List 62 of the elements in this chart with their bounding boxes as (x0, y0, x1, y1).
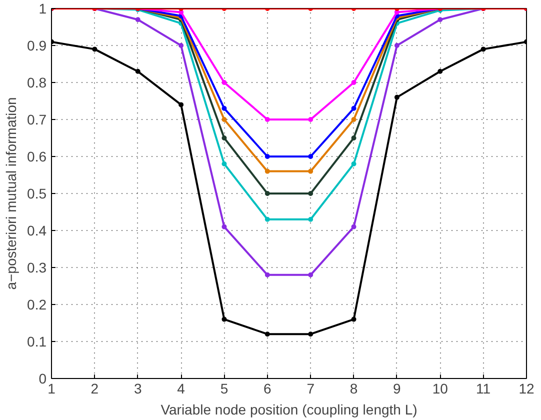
point (351, 224, 356, 230)
y-tick-label: 0.8 (27, 74, 47, 90)
y-tick-label: 0 (38, 370, 47, 386)
x-tick-label: 5 (220, 380, 228, 396)
point (480, 46, 486, 52)
point (92, 46, 98, 52)
y-tick-label: 0.7 (27, 112, 47, 128)
x-tick-label: 6 (264, 380, 272, 396)
x-axis-title: Variable node position (coupling length L) (160, 402, 418, 418)
x-tick-label: 8 (350, 380, 358, 396)
x-tick-label: 3 (134, 380, 142, 396)
point (308, 154, 314, 159)
point (308, 216, 314, 222)
point (394, 43, 400, 48)
y-tick-label: 0.5 (27, 186, 47, 202)
point (308, 272, 314, 278)
point (135, 68, 140, 74)
point (351, 117, 356, 122)
point (264, 272, 270, 278)
point (264, 117, 270, 122)
point (308, 117, 314, 122)
y-tick-label: 0.1 (27, 334, 47, 350)
point (351, 106, 356, 111)
y-tick-label: 0.3 (27, 260, 47, 276)
x-tick-label: 10 (432, 380, 448, 396)
y-tick-label: 0.2 (27, 296, 47, 312)
point (351, 316, 356, 322)
point (222, 224, 227, 230)
y-tick-label: 0.4 (27, 222, 47, 238)
point (222, 106, 227, 111)
x-tick-label: 11 (476, 380, 491, 396)
point (222, 316, 227, 322)
point (351, 161, 356, 166)
point (308, 332, 314, 337)
point (264, 154, 270, 159)
point (308, 168, 314, 174)
x-tick-label: 4 (177, 380, 186, 396)
x-tick-label: 2 (90, 380, 99, 396)
y-tick-label: 1 (38, 0, 47, 16)
point (438, 68, 443, 74)
point (264, 168, 270, 174)
point (222, 80, 227, 85)
point (264, 191, 270, 196)
point (308, 191, 314, 196)
point (264, 216, 270, 222)
y-tick-label: 0.6 (27, 148, 47, 164)
y-tick-label: 0.9 (27, 38, 47, 54)
x-tick-label: 7 (306, 380, 315, 396)
x-tick-label: 9 (393, 380, 402, 396)
y-axis-title: a−posteriori mutual information (3, 97, 20, 290)
point (178, 43, 184, 48)
point (394, 94, 400, 100)
point (178, 102, 184, 108)
point (222, 161, 227, 166)
point (264, 332, 270, 337)
point (222, 117, 227, 122)
point (222, 136, 227, 140)
point (438, 17, 443, 22)
point (351, 80, 356, 85)
point (135, 17, 140, 22)
x-tick-label: 12 (518, 380, 534, 396)
point (351, 136, 356, 140)
